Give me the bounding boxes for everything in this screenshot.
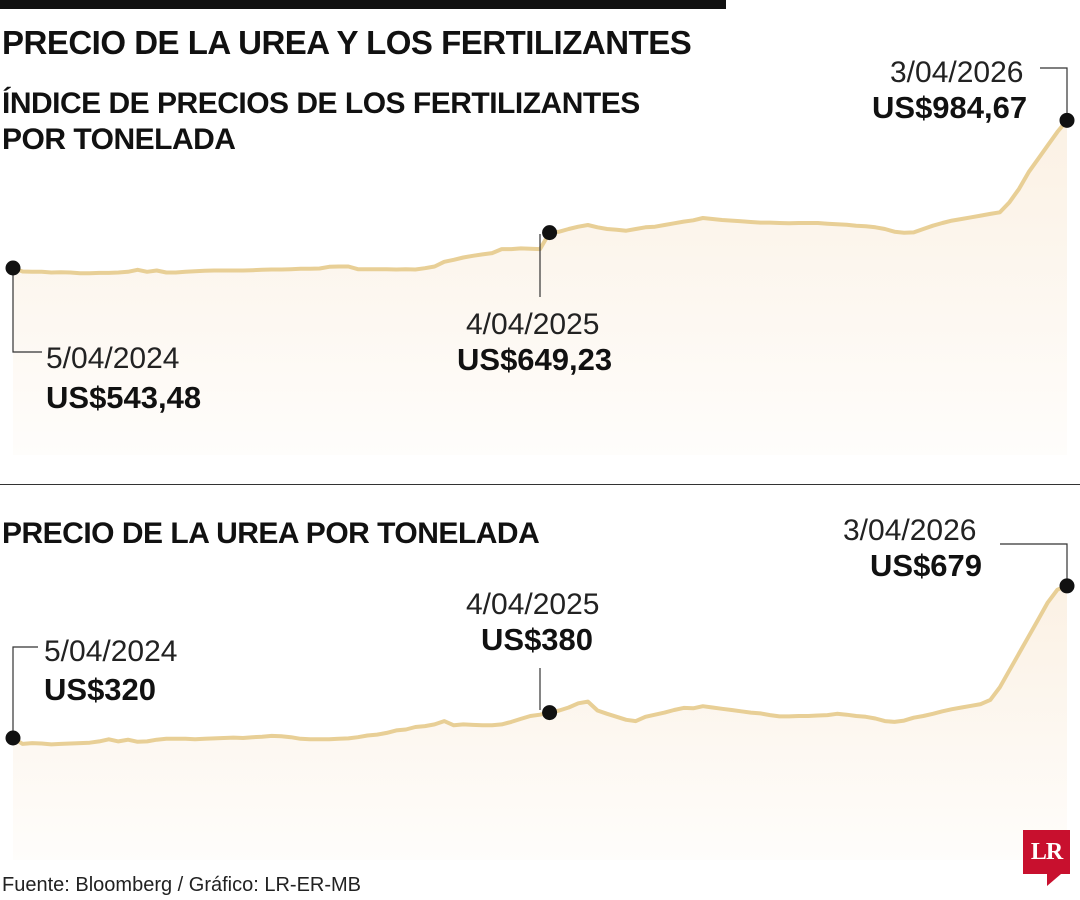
data-point-marker-1: [542, 705, 558, 721]
top-bar: [0, 0, 726, 9]
urea-price-chart: [5, 543, 1075, 860]
divider: [0, 484, 1080, 485]
annotation-value-end: US$984,67: [872, 90, 1028, 125]
lr-logo: LR: [1023, 830, 1070, 874]
annotation-date-start: 5/04/2024: [44, 635, 178, 668]
annotation-date-start: 5/04/2024: [46, 342, 180, 375]
page-title: PRECIO DE LA UREA Y LOS FERTILIZANTES: [2, 24, 692, 61]
urea-chart-title: PRECIO DE LA UREA POR TONELADA: [2, 517, 540, 550]
annotation-value-start: US$320: [44, 672, 157, 707]
leader-line-0: [12, 268, 42, 353]
data-point-marker-1: [542, 225, 558, 241]
leader-line-0: [12, 646, 38, 738]
annotation-value-end: US$679: [870, 548, 983, 583]
fertilizer-index-chart: [5, 67, 1075, 456]
leader-line-2: [1000, 543, 1068, 584]
data-point-marker-2: [1059, 112, 1075, 128]
annotation-date-end: 3/04/2026: [890, 56, 1024, 89]
annotation-date-end: 3/04/2026: [843, 514, 977, 547]
data-point-marker-2: [1059, 578, 1075, 594]
annotation-value-mid: US$649,23: [457, 342, 613, 377]
area-fill: [13, 585, 1067, 860]
annotation-value-start: US$543,48: [46, 380, 202, 415]
lr-logo-tail: [1047, 874, 1061, 886]
data-point-marker-0: [5, 260, 21, 276]
annotation-date-mid: 4/04/2025: [466, 588, 600, 621]
series-line: [11, 583, 1069, 747]
leader-line-2: [1040, 67, 1068, 123]
annotation-value-mid: US$380: [481, 622, 594, 657]
annotation-date-mid: 4/04/2025: [466, 308, 600, 341]
fertilizer-chart-title: ÍNDICE DE PRECIOS DE LOS FERTILIZANTES P…: [2, 87, 640, 156]
data-point-marker-0: [5, 730, 21, 746]
source-note: Fuente: Bloomberg / Gráfico: LR-ER-MB: [2, 874, 362, 896]
